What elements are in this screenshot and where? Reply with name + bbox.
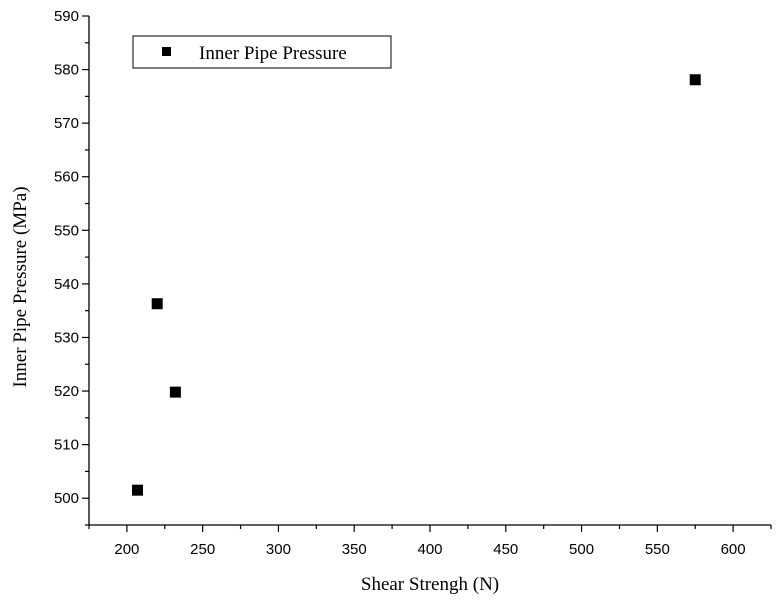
x-tick-label: 250: [190, 541, 215, 558]
legend-box: [132, 35, 392, 69]
y-tick-label: 590: [54, 8, 79, 25]
x-tick-label: 350: [342, 541, 367, 558]
legend-label: Inner Pipe Pressure: [199, 43, 347, 64]
x-tick-label: 300: [266, 541, 291, 558]
y-tick-label: 550: [54, 222, 79, 239]
data-point: [689, 74, 701, 86]
y-axis-title: Inner Pipe Pressure (MPa): [10, 186, 31, 387]
legend-marker: [162, 47, 171, 56]
x-tick-label: 200: [114, 541, 139, 558]
data-point: [169, 386, 181, 398]
data-point: [131, 484, 143, 496]
x-axis-ticks: 200 250 300 350 400 450 500 550 600: [88, 525, 772, 558]
x-tick-label: 450: [493, 541, 518, 558]
x-tick-label: 500: [569, 541, 594, 558]
y-tick-label: 570: [54, 115, 79, 132]
x-tick-label: 600: [721, 541, 746, 558]
y-tick-label: 560: [54, 169, 79, 186]
y-tick-label: 520: [54, 383, 79, 400]
data-point: [151, 298, 163, 310]
legend: Inner Pipe Pressure: [132, 35, 392, 69]
x-tick-label: 550: [645, 541, 670, 558]
y-tick-label: 580: [54, 62, 79, 79]
x-axis-title: Shear Strengh (N): [361, 574, 499, 595]
y-tick-label: 510: [54, 437, 79, 454]
y-tick-label: 500: [54, 490, 79, 507]
data-points: [131, 74, 701, 496]
y-tick-label: 530: [54, 329, 79, 346]
y-tick-label: 540: [54, 276, 79, 293]
x-tick-label: 400: [417, 541, 442, 558]
y-axis-ticks: 500 510 520 530 540 550 560 570 580 590: [54, 8, 89, 526]
